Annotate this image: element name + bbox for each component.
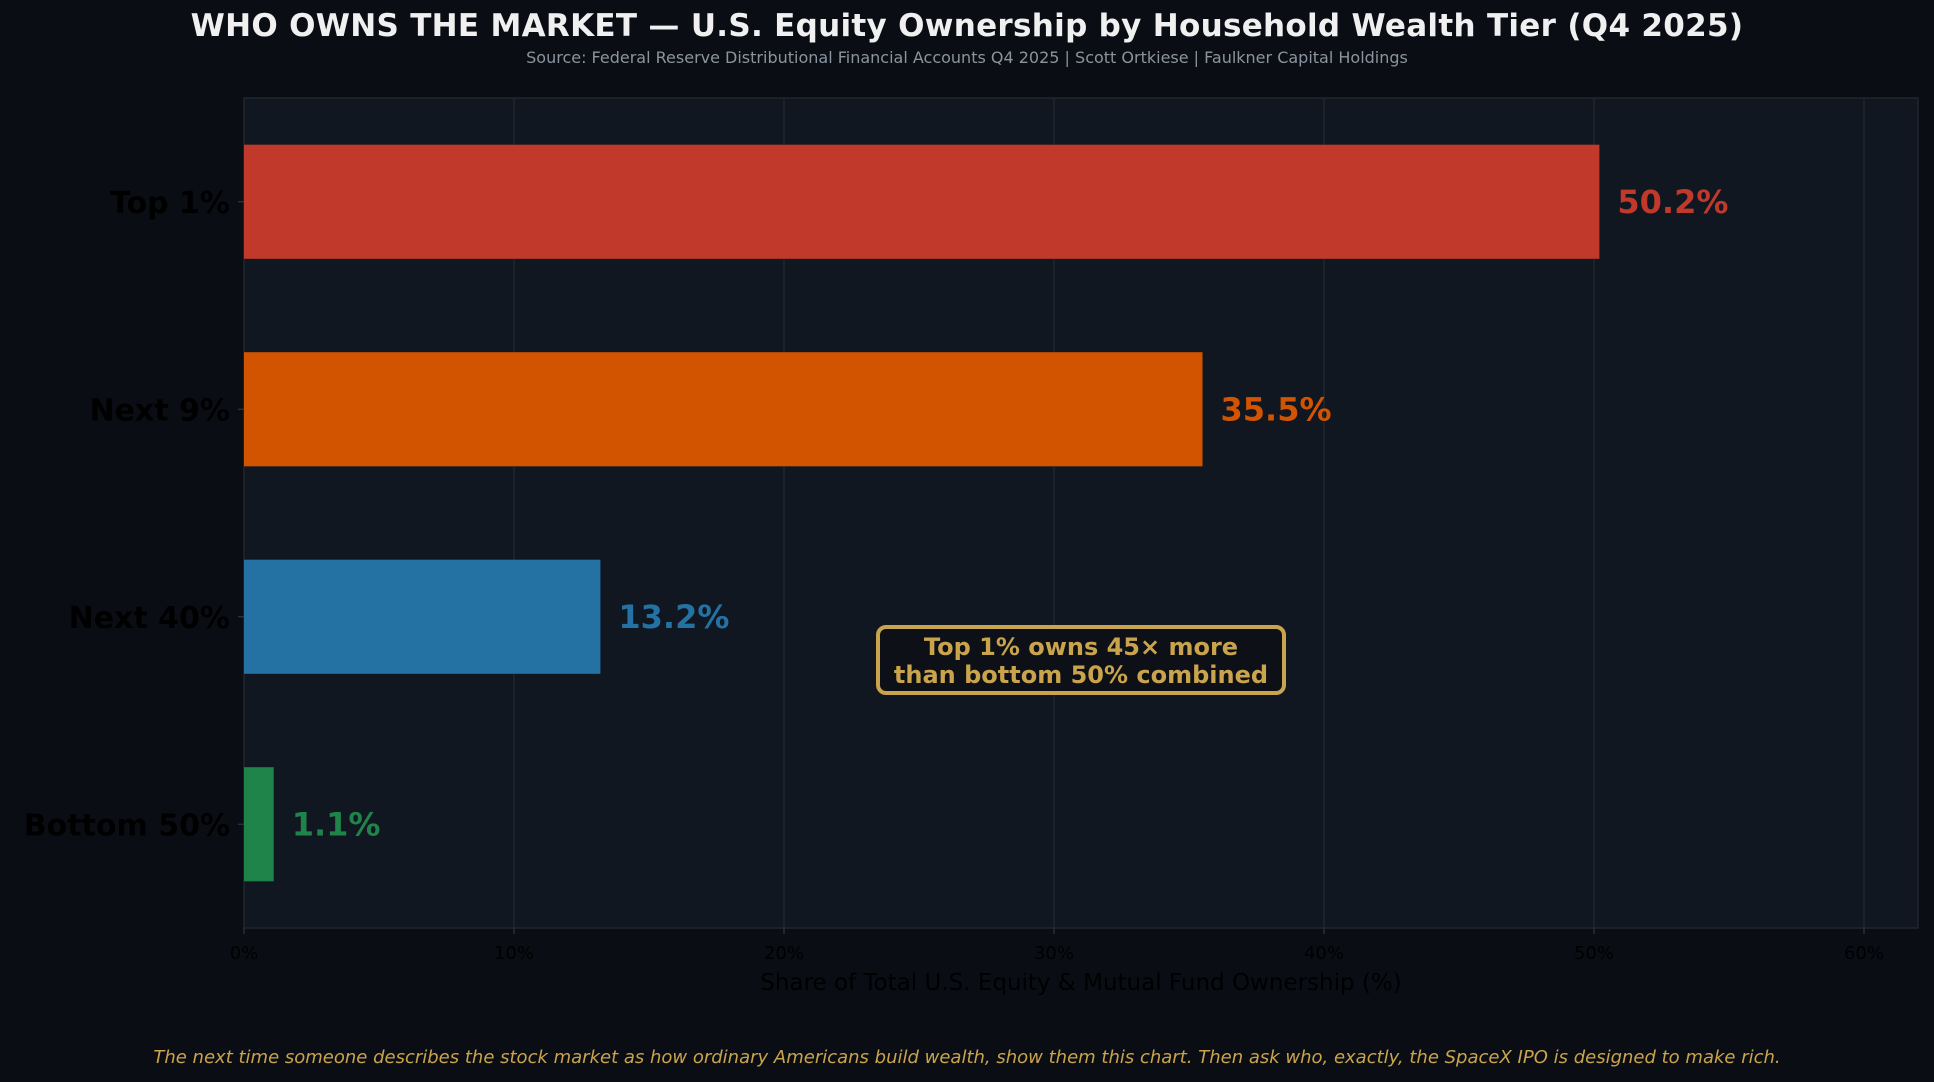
y-category-label: Next 40% xyxy=(69,601,230,636)
bar xyxy=(244,559,601,674)
x-tick-label: 50% xyxy=(1574,943,1614,964)
bar-value-label: 50.2% xyxy=(1617,183,1728,221)
x-tick-label: 60% xyxy=(1844,943,1884,964)
y-category-label: Top 1% xyxy=(110,186,230,221)
bar xyxy=(244,767,274,882)
y-category-label: Next 9% xyxy=(89,393,230,428)
callout-box: Top 1% owns 45× more than bottom 50% com… xyxy=(876,625,1286,695)
x-tick-label: 40% xyxy=(1304,943,1344,964)
bars: 50.2% 35.5% 13.2% 1.1% xyxy=(244,144,1728,882)
x-tick-label: 10% xyxy=(494,943,534,964)
footnote: The next time someone describes the stoc… xyxy=(153,1047,1781,1068)
y-category-label: Bottom 50% xyxy=(24,808,230,843)
bar-value-label: 13.2% xyxy=(618,598,729,636)
bar-value-label: 35.5% xyxy=(1221,390,1332,428)
callout-line-1: Top 1% owns 45× more xyxy=(923,633,1239,661)
callout-line-2: than bottom 50% combined xyxy=(893,661,1269,689)
chart-subtitle: Source: Federal Reserve Distributional F… xyxy=(526,48,1408,67)
chart-title: WHO OWNS THE MARKET — U.S. Equity Owners… xyxy=(190,8,1744,44)
bar xyxy=(244,352,1203,467)
bar xyxy=(244,144,1600,259)
x-axis-label: Share of Total U.S. Equity & Mutual Fund… xyxy=(760,970,1401,996)
axes: 0% 10% 20% 30% 40% 50% 60% Top 1% Next 9% Next 40… xyxy=(24,186,1884,964)
x-tick-label: 20% xyxy=(764,943,804,964)
x-tick-label: 0% xyxy=(230,943,259,964)
x-tick-label: 30% xyxy=(1034,943,1074,964)
bar-value-label: 1.1% xyxy=(292,805,381,843)
